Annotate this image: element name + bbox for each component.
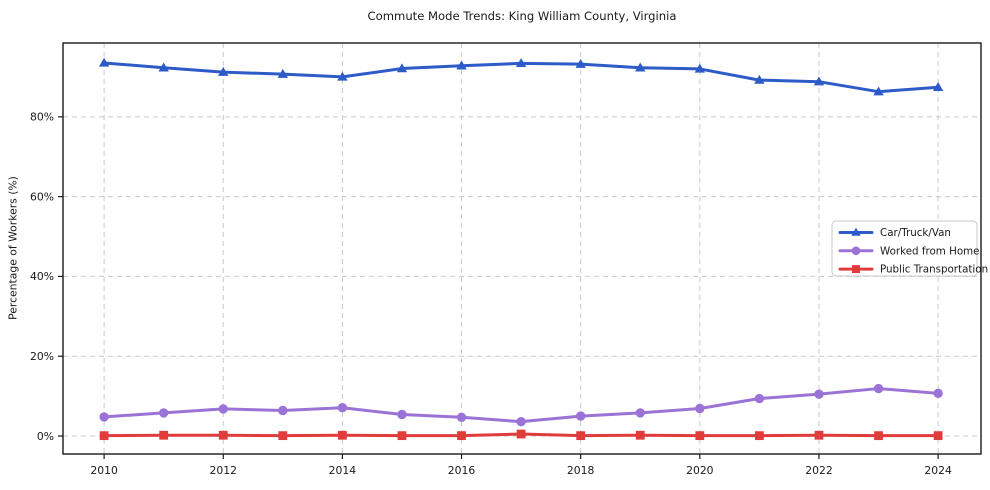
data-point-public-transportation — [337, 430, 347, 440]
data-point-car-truck-van — [932, 82, 944, 91]
x-tick-label: 2012 — [210, 464, 237, 477]
data-point-public-transportation — [99, 431, 109, 441]
legend-label-car-truck-van: Car/Truck/Van — [880, 227, 951, 239]
y-tick-label: 40% — [30, 270, 54, 283]
data-point-car-truck-van — [337, 71, 348, 81]
data-point-worked-from-home — [695, 403, 705, 414]
data-point-worked-from-home — [278, 405, 288, 416]
data-point-public-transportation — [218, 430, 228, 440]
data-point-car-truck-van — [873, 86, 884, 96]
data-point-worked-from-home — [456, 412, 467, 422]
data-point-worked-from-home — [635, 408, 645, 418]
y-tick-label: 60% — [30, 190, 54, 203]
data-point-public-transportation — [933, 431, 943, 441]
y-tick-label: 0% — [37, 430, 54, 443]
legend-marker-public-transportation-icon — [852, 265, 860, 274]
data-point-worked-from-home — [158, 408, 169, 418]
data-point-car-truck-van — [98, 57, 110, 67]
data-point-public-transportation — [695, 431, 705, 441]
data-point-car-truck-van — [515, 58, 527, 68]
series-line-worked-from-home — [102, 387, 940, 424]
x-tick-label: 2018 — [567, 464, 595, 477]
legend-box — [831, 220, 978, 277]
x-tick-label: 2024 — [924, 464, 952, 477]
data-point-car-truck-van — [456, 60, 467, 70]
data-point-car-truck-van — [277, 68, 289, 78]
data-point-worked-from-home — [218, 404, 228, 414]
data-point-public-transportation — [754, 431, 764, 441]
plot-frame — [62, 42, 982, 455]
legend-item-public-transportation: Public Transportation — [838, 264, 988, 276]
data-point-public-transportation — [159, 430, 169, 440]
data-point-worked-from-home — [575, 411, 586, 421]
data-point-worked-from-home — [873, 383, 884, 394]
data-point-public-transportation — [874, 431, 883, 441]
legend-item-car-truck-van: Car/Truck/Van — [838, 227, 951, 239]
data-point-car-truck-van — [396, 63, 408, 73]
data-point-public-transportation — [278, 431, 288, 441]
data-point-worked-from-home — [814, 389, 824, 399]
chart-title: Commute Mode Trends: King William County… — [367, 9, 677, 23]
y-tick-label: 20% — [30, 350, 54, 363]
data-point-public-transportation — [397, 431, 407, 441]
data-point-car-truck-van — [754, 74, 765, 84]
data-point-public-transportation — [457, 431, 466, 441]
legend-label-public-transportation: Public Transportation — [880, 264, 988, 276]
y-tick-label: 80% — [30, 111, 54, 124]
data-point-public-transportation — [516, 429, 526, 439]
data-point-worked-from-home — [99, 412, 109, 422]
legend-marker-worked-from-home-icon — [851, 246, 861, 256]
legend: Car/Truck/Van Worked from Home Public Tran… — [831, 220, 988, 277]
data-point-public-transportation — [814, 430, 824, 440]
x-tick-label: 2020 — [686, 464, 714, 477]
data-point-car-truck-van — [694, 63, 706, 73]
data-point-car-truck-van — [575, 58, 586, 68]
x-tick-label: 2014 — [329, 464, 357, 477]
data-point-public-transportation — [576, 431, 586, 441]
data-point-worked-from-home — [337, 403, 348, 413]
data-point-public-transportation — [635, 430, 645, 440]
data-point-car-truck-van — [218, 66, 229, 76]
legend-item-worked-from-home: Worked from Home — [838, 245, 980, 257]
data-point-worked-from-home — [397, 409, 407, 420]
data-point-worked-from-home — [516, 416, 526, 427]
x-tick-label: 2010 — [90, 464, 118, 477]
data-point-worked-from-home — [933, 388, 943, 399]
x-tick-label: 2022 — [805, 464, 832, 477]
series-line-car-truck-van — [102, 61, 940, 94]
data-point-car-truck-van — [158, 62, 169, 72]
legend-marker-car-truck-van-icon — [851, 227, 861, 236]
legend-label-worked-from-home: Worked from Home — [880, 245, 980, 257]
data-point-car-truck-van — [635, 62, 646, 72]
x-tick-label: 2016 — [448, 464, 476, 477]
data-point-worked-from-home — [754, 393, 765, 404]
data-point-car-truck-van — [813, 76, 825, 86]
